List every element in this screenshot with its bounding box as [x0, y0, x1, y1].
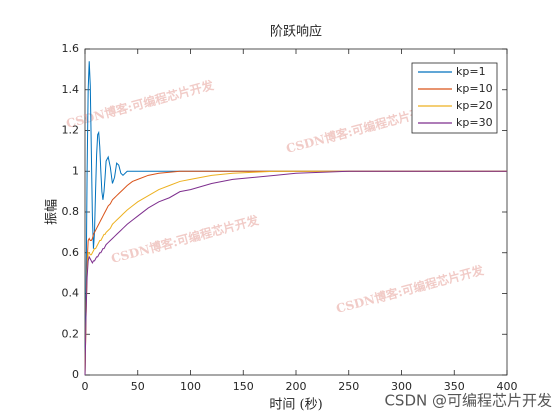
legend-label: kp=1	[456, 65, 486, 78]
y-tick-label: 0.2	[62, 327, 80, 340]
series-line	[84, 170, 507, 376]
legend: kp=1 kp=10 kp=20 kp=30	[411, 62, 498, 134]
legend-box	[411, 62, 498, 134]
y-axis-label: 振幅	[45, 199, 60, 225]
x-tick-label: 200	[286, 380, 307, 393]
x-tick-label: 50	[131, 380, 145, 393]
legend-label: kp=10	[456, 82, 493, 95]
y-tick-label: 0	[72, 368, 79, 381]
x-tick-label: 0	[82, 380, 89, 393]
y-tick-label: 1	[72, 164, 79, 177]
x-tick-label: 250	[338, 380, 359, 393]
y-tick-label: 0.8	[62, 205, 80, 218]
y-tick-label: 1.2	[62, 124, 80, 137]
legend-label: kp=20	[456, 99, 493, 112]
x-tick-label: 400	[497, 380, 518, 393]
legend-label: kp=30	[456, 116, 493, 129]
y-tick-label: 1.4	[62, 83, 80, 96]
series-line	[84, 170, 507, 376]
x-tick-label: 100	[180, 380, 201, 393]
y-tick-label: 0.6	[62, 246, 80, 259]
footer: CSDN @可编程芯片开发	[384, 392, 552, 410]
chart-title: 阶跃响应	[270, 24, 322, 40]
x-tick-label: 300	[391, 380, 412, 393]
x-tick-label: 150	[233, 380, 254, 393]
x-tick-label: 350	[444, 380, 465, 393]
y-tick-label: 1.6	[62, 42, 80, 55]
y-tick-label: 0.4	[62, 287, 80, 300]
series-line	[84, 170, 507, 376]
x-axis-label: 时间 (秒)	[269, 398, 322, 413]
